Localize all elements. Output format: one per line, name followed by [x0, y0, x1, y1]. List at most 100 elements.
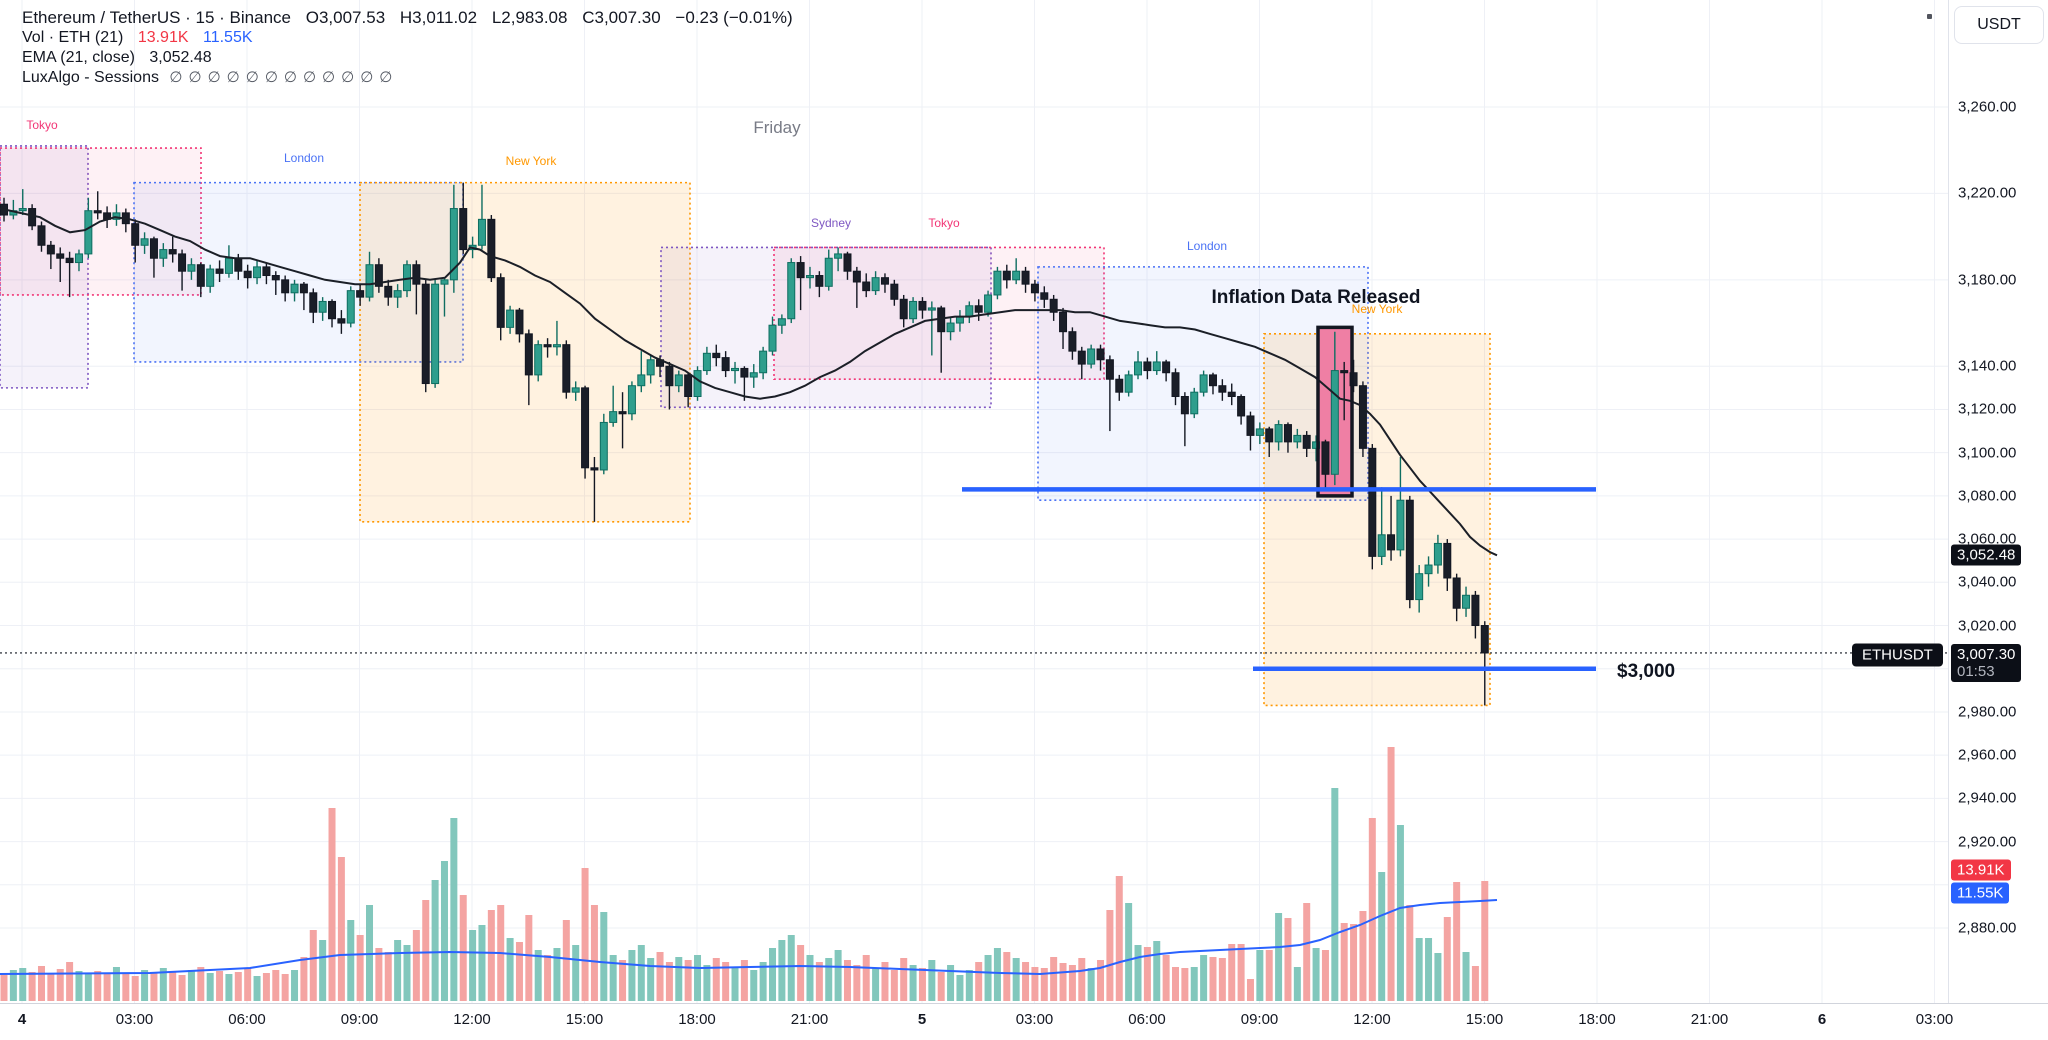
volume-red-badge: 13.91K: [1951, 859, 2011, 881]
candle-up: [646, 359, 655, 376]
time-axis[interactable]: 4 03:00 06:00 09:00 12:00 15:00 18:00 21:00 5 03:…: [0, 1003, 2048, 1040]
volume-bar: [665, 962, 673, 1001]
volume-bar: [900, 958, 908, 1001]
volume-bar: [75, 971, 83, 1001]
volume-bar: [19, 968, 27, 1001]
volume-bar: [1190, 967, 1198, 1001]
candle-down: [974, 305, 983, 313]
currency-usdt-button[interactable]: USDT: [1954, 6, 2044, 44]
hidden-value-icon[interactable]: ∅: [188, 69, 202, 86]
candle-down: [1171, 372, 1180, 398]
hidden-value-icon[interactable]: ∅: [169, 69, 183, 86]
time-axis-label: 06:00: [228, 1011, 266, 1028]
price-axis-label: 2,960.00: [1958, 746, 2017, 764]
ohlc-low-value: 2,983.08: [501, 8, 568, 27]
hidden-value-icon[interactable]: ∅: [341, 69, 355, 86]
volume-bar: [187, 970, 195, 1001]
hidden-value-icon[interactable]: ∅: [207, 69, 221, 86]
candle-down: [1162, 361, 1171, 374]
volume-bar: [918, 968, 926, 1001]
news-candle-highlight-border[interactable]: [1316, 325, 1354, 498]
candle-down: [1237, 396, 1246, 417]
ema-line: [0, 207, 1498, 557]
volume-bar: [965, 970, 973, 1001]
hidden-value-icon[interactable]: ∅: [360, 69, 374, 86]
volume-bar: [684, 960, 692, 1001]
session-label-sydney: Sydney: [810, 216, 852, 230]
candle-up: [1012, 270, 1021, 281]
volume-bar: [431, 880, 439, 1001]
volume-bar: [628, 950, 636, 1001]
volume-bar: [216, 971, 224, 1001]
candle-down: [796, 262, 805, 279]
inflation-annotation[interactable]: Inflation Data Released: [1211, 287, 1421, 308]
volume-bar: [1125, 903, 1133, 1001]
volume-bar: [1340, 923, 1348, 1001]
volume-bar: [656, 952, 664, 1001]
symbol-ohlc-row[interactable]: Ethereum / TetherUS · 15 · Binance O3,00…: [22, 8, 793, 27]
volume-bar: [506, 938, 514, 1001]
candle-up: [74, 253, 83, 264]
volume-bar: [1368, 818, 1376, 1001]
volume-bar: [159, 968, 167, 1001]
hidden-value-icon[interactable]: ∅: [283, 69, 297, 86]
candle-down: [740, 367, 749, 378]
symbol-title[interactable]: Ethereum / TetherUS · 15 · Binance: [22, 8, 291, 27]
candle-down: [1321, 441, 1330, 475]
volume-bar: [1031, 967, 1039, 1001]
volume-bar: [47, 973, 55, 1001]
volume-bar: [150, 973, 158, 1001]
price-3000-label[interactable]: $3,000: [1617, 661, 1676, 682]
luxalgo-sessions-row[interactable]: LuxAlgo - Sessions ∅ ∅ ∅ ∅ ∅ ∅ ∅ ∅ ∅ ∅ ∅ ∅: [22, 68, 793, 87]
session-label-new-york: New York: [1351, 302, 1403, 316]
candle-down: [1283, 424, 1292, 443]
hidden-value-icon[interactable]: ∅: [302, 69, 317, 86]
candle-up: [84, 210, 93, 255]
volume-bar: [1172, 967, 1179, 1001]
candle-up: [984, 294, 993, 313]
candle-up: [365, 264, 374, 298]
luxalgo-sessions-label: LuxAlgo - Sessions: [22, 69, 159, 86]
ohlc-high-value: 3,011.02: [412, 8, 478, 27]
volume-bar: [712, 958, 720, 1001]
volume-indicator-label: Vol · ETH (21): [22, 29, 124, 46]
volume-bar: [797, 945, 805, 1001]
volume-bar: [66, 962, 74, 1001]
price-axis-label: 2,880.00: [1958, 919, 2017, 937]
hidden-value-icon[interactable]: ∅: [245, 69, 259, 86]
volume-bar: [272, 970, 280, 1001]
volume-bar: [1040, 968, 1048, 1001]
candle-up: [506, 309, 515, 328]
hidden-value-icon[interactable]: ∅: [379, 69, 393, 86]
volume-bar: [1237, 944, 1245, 1001]
session-label-tokyo: Tokyo: [26, 118, 58, 132]
candle-down: [93, 210, 102, 214]
volume-bar: [909, 965, 917, 1001]
hidden-value-icon[interactable]: ∅: [226, 69, 240, 86]
ema-indicator-row[interactable]: EMA (21, close) 3,052.48: [22, 48, 793, 67]
session-label-london: London: [283, 151, 325, 165]
hidden-value-icon[interactable]: ∅: [264, 69, 278, 86]
candle-down: [421, 283, 430, 385]
time-axis-label: 03:00: [1915, 1011, 1954, 1028]
candle-up: [1134, 361, 1143, 376]
price-axis-label: 3,100.00: [1958, 444, 2017, 462]
candle-up: [1433, 542, 1442, 566]
time-axis-label: 09:00: [1240, 1011, 1279, 1028]
price-axis[interactable]: 3,260.00 3,220.00 3,180.00 3,140.00 3,120.00…: [1948, 0, 2048, 1003]
candle-up: [449, 208, 458, 281]
volume-bar: [487, 910, 495, 1001]
candle-up: [1255, 428, 1264, 436]
hidden-value-icon[interactable]: ∅: [322, 69, 336, 86]
candle-down: [524, 333, 533, 376]
candle-down: [384, 285, 393, 298]
candle-up: [1330, 370, 1339, 475]
price-axis-label: 3,120.00: [1958, 400, 2017, 418]
price-chart-canvas[interactable]: [0, 0, 1948, 1003]
candle-up: [599, 421, 608, 471]
volume-indicator-row[interactable]: Vol · ETH (21) 13.91K 11.55K: [22, 28, 793, 47]
candle-down: [1077, 350, 1086, 365]
candle-down: [1049, 298, 1058, 313]
volume-bar: [928, 960, 936, 1001]
candle-up: [1124, 374, 1133, 393]
